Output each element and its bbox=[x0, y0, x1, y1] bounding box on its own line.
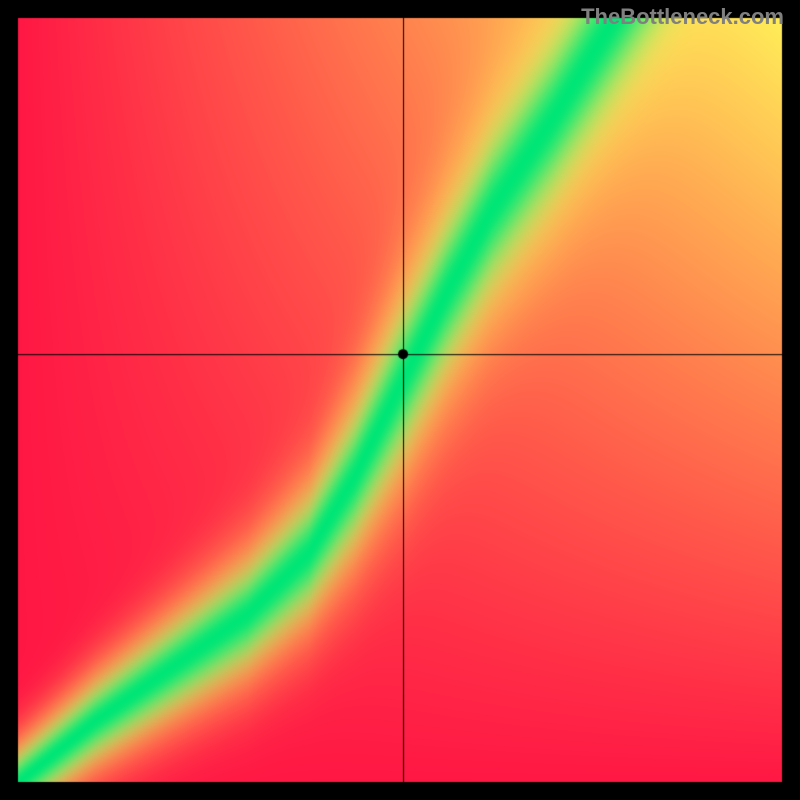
bottleneck-heatmap bbox=[0, 0, 800, 800]
watermark-text: TheBottleneck.com bbox=[581, 4, 784, 30]
chart-container: TheBottleneck.com bbox=[0, 0, 800, 800]
